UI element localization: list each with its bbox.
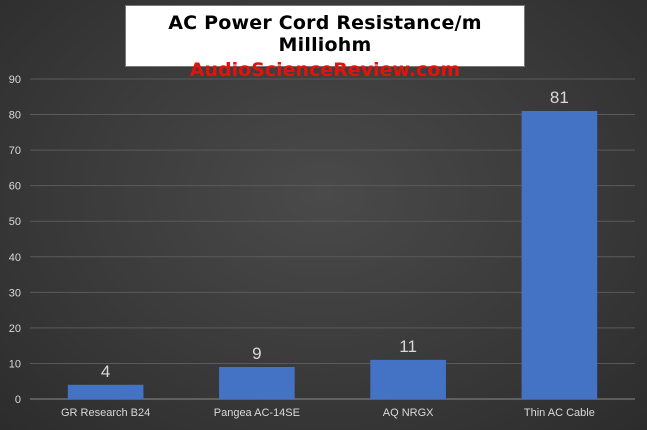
y-tick-label: 50 xyxy=(9,216,21,228)
y-tick-label: 90 xyxy=(9,74,21,86)
x-tick-label: Thin AC Cable xyxy=(524,407,595,419)
y-tick-label: 0 xyxy=(15,394,21,406)
y-tick-label: 10 xyxy=(9,358,21,370)
bar xyxy=(67,384,144,399)
x-tick-label: AQ NRGX xyxy=(383,407,434,419)
chart-subtitle: AudioScienceReview.com xyxy=(189,59,461,81)
bar xyxy=(219,367,295,399)
x-tick-label: GR Research B24 xyxy=(61,407,150,419)
y-tick-label: 80 xyxy=(9,110,21,122)
y-tick-label: 20 xyxy=(9,323,21,335)
y-tick-label: 30 xyxy=(9,287,21,299)
data-label: 4 xyxy=(101,362,110,381)
y-tick-label: 60 xyxy=(9,181,21,193)
data-label: 9 xyxy=(252,344,261,363)
data-label: 11 xyxy=(399,337,417,356)
chart-title-box: AC Power Cord Resistance/m Milliohm Audi… xyxy=(125,5,525,81)
chart-title: AC Power Cord Resistance/m Milliohm xyxy=(168,12,482,56)
data-label: 81 xyxy=(550,88,569,107)
y-tick-label: 40 xyxy=(9,252,21,264)
bar xyxy=(521,111,598,399)
bar xyxy=(370,359,446,399)
x-tick-label: Pangea AC-14SE xyxy=(214,407,300,419)
y-tick-label: 70 xyxy=(9,145,21,157)
